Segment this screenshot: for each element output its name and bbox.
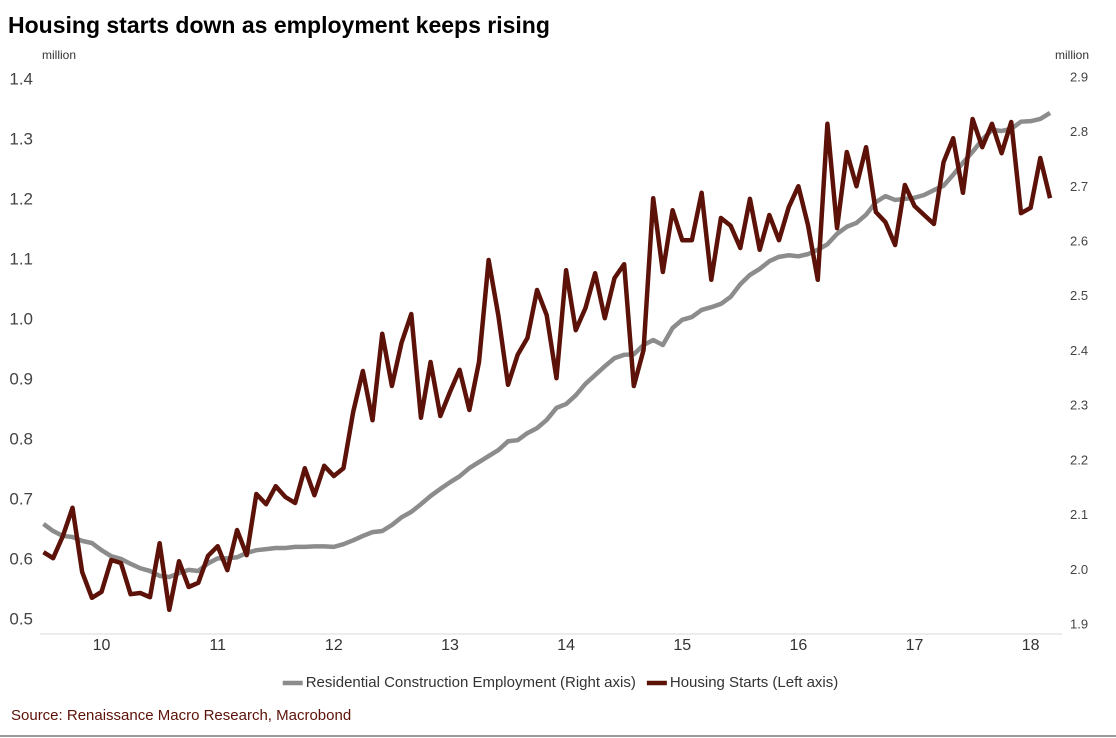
y2-tick-label: 2.4	[1070, 343, 1088, 358]
x-tick-label: 15	[673, 637, 691, 654]
y2-tick-label: 2.0	[1070, 562, 1088, 577]
y2-tick-label: 2.6	[1070, 234, 1088, 249]
legend-label: Housing Starts (Left axis)	[670, 674, 838, 691]
y2-axis-label: million	[1055, 48, 1089, 62]
y-tick-label: 0.7	[9, 489, 33, 508]
x-tick-label: 11	[209, 637, 226, 654]
chart-title: Housing starts down as employment keeps …	[8, 12, 550, 38]
y-tick-label: 0.6	[9, 549, 33, 568]
y2-tick-label: 2.1	[1070, 507, 1088, 522]
y2-tick-label: 2.5	[1070, 288, 1088, 303]
y-axis-label: million	[42, 48, 76, 62]
y2-tick-label: 2.7	[1070, 179, 1088, 194]
y-tick-label: 1.3	[9, 129, 33, 148]
x-tick-label: 17	[906, 637, 924, 654]
x-tick-label: 12	[325, 637, 343, 654]
y2-tick-label: 2.9	[1070, 69, 1088, 84]
y2-tick-label: 2.3	[1070, 398, 1088, 413]
legend-label: Residential Construction Employment (Rig…	[306, 674, 636, 691]
series-line	[42, 111, 1052, 580]
x-tick-label: 10	[93, 637, 111, 654]
y-tick-label: 1.1	[9, 249, 33, 268]
x-tick-label: 16	[789, 637, 807, 654]
x-tick-label: 18	[1022, 637, 1040, 654]
y2-tick-label: 1.9	[1070, 617, 1088, 632]
x-tick-label: 14	[557, 637, 575, 654]
y-tick-label: 1.4	[9, 69, 33, 88]
y-tick-label: 1.2	[9, 189, 33, 208]
y2-tick-label: 2.2	[1070, 452, 1088, 467]
y-tick-label: 0.8	[9, 429, 33, 448]
y2-tick-label: 2.8	[1070, 124, 1088, 139]
y-tick-label: 0.9	[9, 369, 33, 388]
y-tick-label: 1.0	[9, 309, 33, 328]
source: Source: Renaissance Macro Research, Macr…	[11, 707, 351, 724]
series-line	[42, 116, 1053, 613]
y-tick-label: 0.5	[9, 609, 33, 628]
x-tick-label: 13	[441, 637, 459, 654]
